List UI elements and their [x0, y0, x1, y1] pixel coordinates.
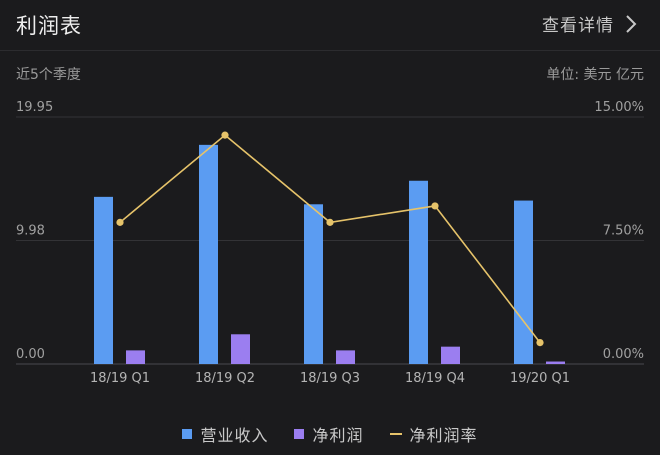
x-tick-label: 19/20 Q1	[510, 371, 570, 386]
margin-point	[326, 218, 334, 226]
view-details-label: 查看详情	[542, 16, 614, 36]
margin-point	[116, 218, 124, 226]
margin-point	[431, 202, 439, 210]
y-left-tick-label: 19.95	[16, 100, 53, 115]
bar-revenue	[514, 200, 533, 364]
unit-label: 单位: 美元 亿元	[546, 67, 644, 83]
legend-item-net-profit[interactable]: 净利润	[294, 422, 363, 446]
margin-point	[221, 131, 229, 139]
y-left-tick-label: 0.00	[16, 347, 45, 362]
legend-swatch-net-profit	[294, 429, 305, 439]
bar-revenue	[409, 180, 428, 364]
bar-net-profit	[336, 350, 355, 364]
period-label: 近5个季度	[16, 67, 81, 83]
header: 利润表 查看详情	[0, 0, 660, 51]
x-tick-label: 18/19 Q3	[300, 371, 360, 386]
legend-label-revenue: 营业收入	[200, 426, 269, 445]
page-title: 利润表	[16, 14, 82, 38]
legend-swatch-margin	[389, 433, 402, 435]
x-tick-label: 18/19 Q4	[405, 371, 465, 386]
bar-net-profit	[126, 350, 145, 364]
bar-revenue	[199, 144, 218, 364]
y-right-tick-label: 0.00%	[603, 347, 644, 362]
bar-revenue	[304, 204, 323, 364]
x-tick-label: 18/19 Q2	[195, 371, 255, 386]
x-tick-label: 18/19 Q1	[90, 371, 150, 386]
legend-label-net-profit: 净利润	[312, 426, 364, 445]
margin-point	[536, 338, 544, 347]
chevron-right-icon	[626, 14, 637, 33]
legend-item-margin[interactable]: 净利润率	[389, 422, 478, 446]
y-right-tick-label: 15.00%	[594, 100, 644, 115]
bar-revenue	[94, 196, 113, 364]
legend-item-revenue[interactable]: 营业收入	[182, 422, 268, 446]
legend-swatch-revenue	[182, 429, 193, 439]
chart-legend: 营业收入 净利润 净利润率	[0, 420, 660, 448]
chart-subheader: 近5个季度 单位: 美元 亿元	[0, 64, 660, 86]
bar-net-profit	[441, 346, 460, 364]
y-left-tick-label: 9.98	[16, 224, 45, 239]
legend-label-margin: 净利润率	[409, 426, 478, 445]
bar-net-profit	[546, 361, 565, 364]
bar-net-profit	[231, 334, 250, 364]
margin-line	[119, 134, 541, 344]
view-details-button[interactable]: 查看详情	[542, 11, 638, 36]
y-right-tick-label: 7.50%	[603, 224, 644, 239]
